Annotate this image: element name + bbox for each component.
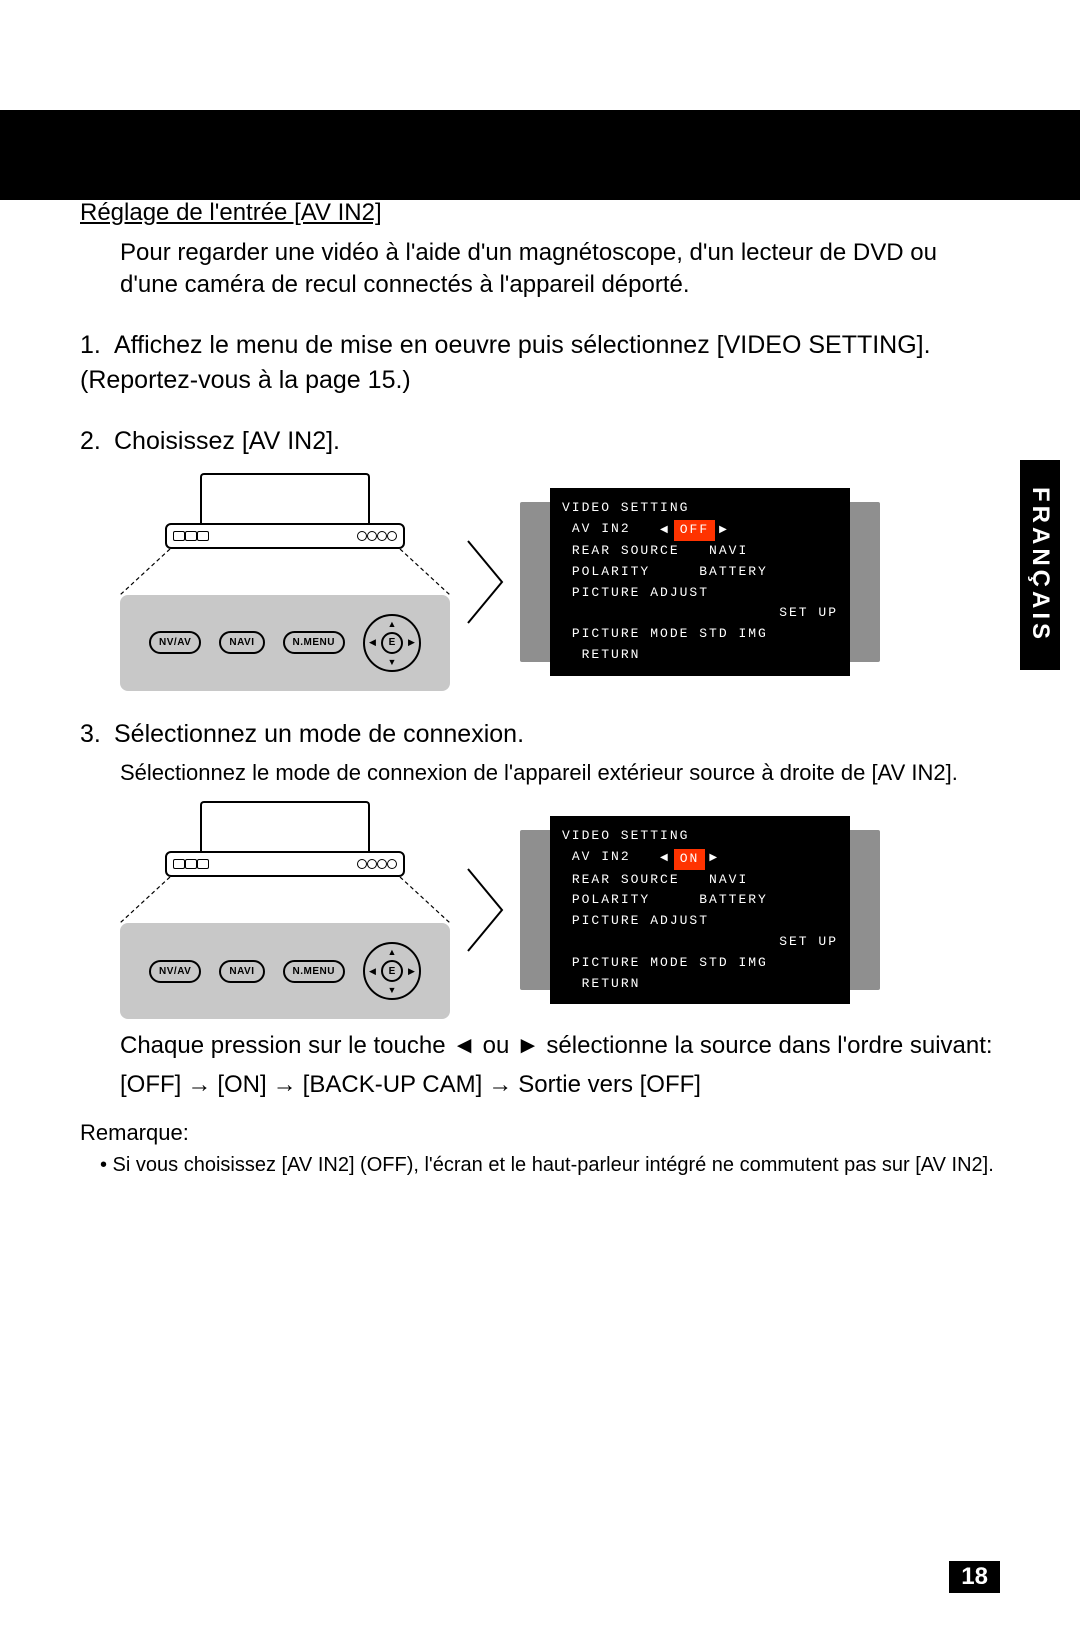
osd-menu: VIDEO SETTING AV IN2 ◀OFF▶ REAR SOURCE N… [550,488,850,676]
strip-icon [197,531,209,541]
device-diagram-2: NV/AV NAVI N.MENU ▲ ▼ ◀ ▶ E [120,801,450,1019]
right-arrow-icon: ▶ [408,966,415,977]
nv-av-button[interactable]: NV/AV [149,631,201,654]
strip-icon [387,859,397,869]
sequence-text: Chaque pression sur le touche ◄ ou ► sél… [120,1027,1000,1104]
note-bullet: • Si vous choisissez [AV IN2] (OFF), l'é… [100,1152,1000,1179]
control-strip [165,851,405,877]
strip-icon [377,531,387,541]
strip-icon [367,531,377,541]
page-number: 18 [949,1561,1000,1593]
down-arrow-icon: ▼ [388,985,397,995]
strip-icon [357,531,367,541]
osd-row: SET UP [562,603,838,624]
left-arrow-icon: ◀ [369,966,376,977]
osd-row: SET UP [562,932,838,953]
strip-icon [387,531,397,541]
step-3-num: 3. [80,717,114,752]
screen-outline [200,801,370,851]
navi-button[interactable]: NAVI [219,631,264,654]
nmenu-button[interactable]: N.MENU [283,960,345,983]
right-arrow-icon: ▶ [408,637,415,648]
top-black-bar [0,110,1080,200]
nv-av-button[interactable]: NV/AV [149,960,201,983]
osd-row: PICTURE MODE STD IMG [562,624,838,645]
arrow-icon [464,522,506,642]
note-label: Remarque: [80,1120,1000,1146]
strip-icon [377,859,387,869]
e-center-button[interactable]: E [381,960,403,982]
control-strip [165,523,405,549]
osd-screen-1: VIDEO SETTING AV IN2 ◀OFF▶ REAR SOURCE N… [520,502,880,662]
strip-icon [357,859,367,869]
osd-row: POLARITY BATTERY [562,562,838,583]
strip-icon [185,531,197,541]
step-3: 3.Sélectionnez un mode de connexion. [80,717,1000,752]
seq-line-1: Chaque pression sur le touche ◄ ou ► sél… [120,1027,1000,1065]
arrow-icon [464,850,506,970]
subsection-title: Réglage de l'entrée [AV IN2] [80,199,1000,227]
e-dpad[interactable]: ▲ ▼ ◀ ▶ E [363,614,421,672]
osd-screen-2: VIDEO SETTING AV IN2 ◀ON▶ REAR SOURCE NA… [520,830,880,990]
up-arrow-icon: ▲ [388,947,397,957]
screen-outline [200,473,370,523]
step-1-text: Affichez le menu de mise en oeuvre puis … [80,331,931,394]
zoom-dashed-lines [120,877,450,923]
step-3-text: Sélectionnez un mode de connexion. [114,720,524,748]
osd-row: PICTURE ADJUST [562,583,838,604]
osd-row: PICTURE ADJUST [562,911,838,932]
navi-button[interactable]: NAVI [219,960,264,983]
up-arrow-icon: ▲ [388,619,397,629]
page: FRANÇAIS Réglages relatifs à la vidéo Ré… [0,110,1080,1643]
step-2-text: Choisissez [AV IN2]. [114,427,340,455]
osd-row: REAR SOURCE NAVI [562,541,838,562]
figure-row-1: NV/AV NAVI N.MENU ▲ ▼ ◀ ▶ E VIDEO SETTIN… [120,473,1000,691]
strip-icon [185,859,197,869]
zoom-dashed-lines [120,549,450,595]
down-arrow-icon: ▼ [388,657,397,667]
step-1: 1.Affichez le menu de mise en oeuvre pui… [80,328,1000,398]
osd-row: RETURN [562,645,838,666]
strip-icon [367,859,377,869]
step-2-num: 2. [80,424,114,459]
device-diagram-1: NV/AV NAVI N.MENU ▲ ▼ ◀ ▶ E [120,473,450,691]
strip-icon [173,531,185,541]
step-3-body: Sélectionnez le mode de connexion de l'a… [120,758,1000,788]
osd-row: PICTURE MODE STD IMG [562,953,838,974]
osd-title: VIDEO SETTING [562,498,838,519]
left-arrow-icon: ◀ [369,637,376,648]
osd-row: AV IN2 ◀ON▶ [562,847,838,869]
osd-row: RETURN [562,974,838,995]
button-panel: NV/AV NAVI N.MENU ▲ ▼ ◀ ▶ E [120,923,450,1019]
osd-menu: VIDEO SETTING AV IN2 ◀ON▶ REAR SOURCE NA… [550,816,850,1004]
osd-row: AV IN2 ◀OFF▶ [562,519,838,541]
step-2: 2.Choisissez [AV IN2]. [80,424,1000,459]
step-1-num: 1. [80,328,114,363]
figure-row-2: NV/AV NAVI N.MENU ▲ ▼ ◀ ▶ E VIDEO SETTIN… [120,801,1000,1019]
strip-icon [173,859,185,869]
strip-icon [197,859,209,869]
button-panel: NV/AV NAVI N.MENU ▲ ▼ ◀ ▶ E [120,595,450,691]
nmenu-button[interactable]: N.MENU [283,631,345,654]
osd-title: VIDEO SETTING [562,826,838,847]
e-center-button[interactable]: E [381,632,403,654]
osd-row: REAR SOURCE NAVI [562,870,838,891]
seq-line-2: [OFF]→[ON]→[BACK-UP CAM]→Sortie vers [OF… [120,1066,1000,1104]
e-dpad[interactable]: ▲ ▼ ◀ ▶ E [363,942,421,1000]
language-tab: FRANÇAIS [1020,460,1060,670]
intro-text: Pour regarder une vidéo à l'aide d'un ma… [120,237,1000,302]
osd-row: POLARITY BATTERY [562,890,838,911]
